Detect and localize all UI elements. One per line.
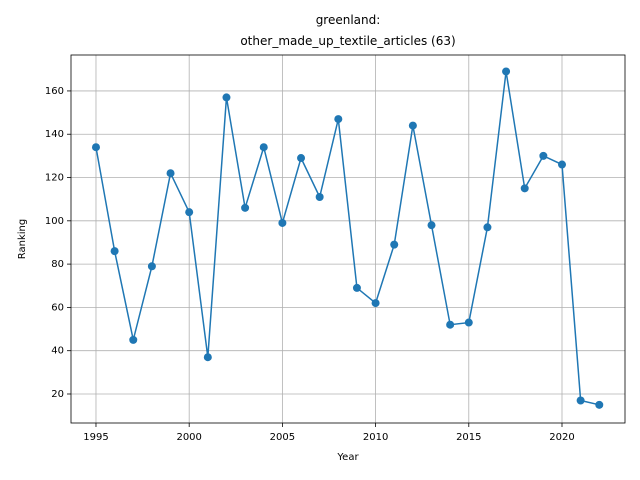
data-point: [166, 169, 175, 178]
data-point: [352, 283, 361, 292]
data-point: [427, 221, 436, 230]
data-point: [520, 184, 529, 193]
data-point: [371, 299, 380, 308]
x-tick-label: 2020: [549, 432, 574, 443]
x-tick-label: 2010: [363, 432, 388, 443]
data-point: [315, 193, 324, 202]
data-line: [95, 71, 600, 406]
data-point: [129, 335, 138, 344]
data-point: [91, 143, 100, 152]
data-point: [446, 320, 455, 329]
plot-frame: [70, 54, 626, 424]
x-tick-label: 1995: [83, 432, 108, 443]
y-tick-label: 80: [51, 259, 64, 270]
y-tick-label: 60: [51, 302, 64, 313]
y-tick-label: 100: [45, 216, 64, 227]
data-point: [297, 154, 306, 163]
y-tick-label: 20: [51, 389, 64, 400]
x-tick-label: 2015: [456, 432, 481, 443]
x-axis-label: Year: [336, 452, 359, 463]
chart-title: greenland: other_made_up_textile_articles…: [240, 13, 455, 48]
data-point: [483, 223, 492, 232]
data-point: [203, 353, 212, 362]
y-axis-label: Ranking: [17, 219, 28, 259]
y-tick-label: 120: [45, 173, 64, 184]
data-point: [334, 115, 343, 124]
y-tick-label: 40: [51, 346, 64, 357]
data-point: [539, 151, 548, 160]
data-point: [241, 203, 250, 212]
data-point: [502, 67, 511, 76]
x-tick-label: 2000: [176, 432, 201, 443]
data-point: [185, 208, 194, 217]
y-tick-label: 140: [45, 129, 64, 140]
x-tick-label: 2005: [270, 432, 295, 443]
data-point: [408, 121, 417, 130]
data-point: [595, 400, 604, 409]
data-point: [110, 247, 119, 256]
data-point: [464, 318, 473, 327]
data-point: [278, 218, 287, 227]
y-tick-label: 160: [45, 86, 64, 97]
data-point: [147, 262, 156, 271]
data-point: [259, 143, 268, 152]
data-point: [557, 160, 566, 169]
data-point: [576, 396, 585, 405]
data-point: [222, 93, 231, 102]
data-point: [390, 240, 399, 249]
